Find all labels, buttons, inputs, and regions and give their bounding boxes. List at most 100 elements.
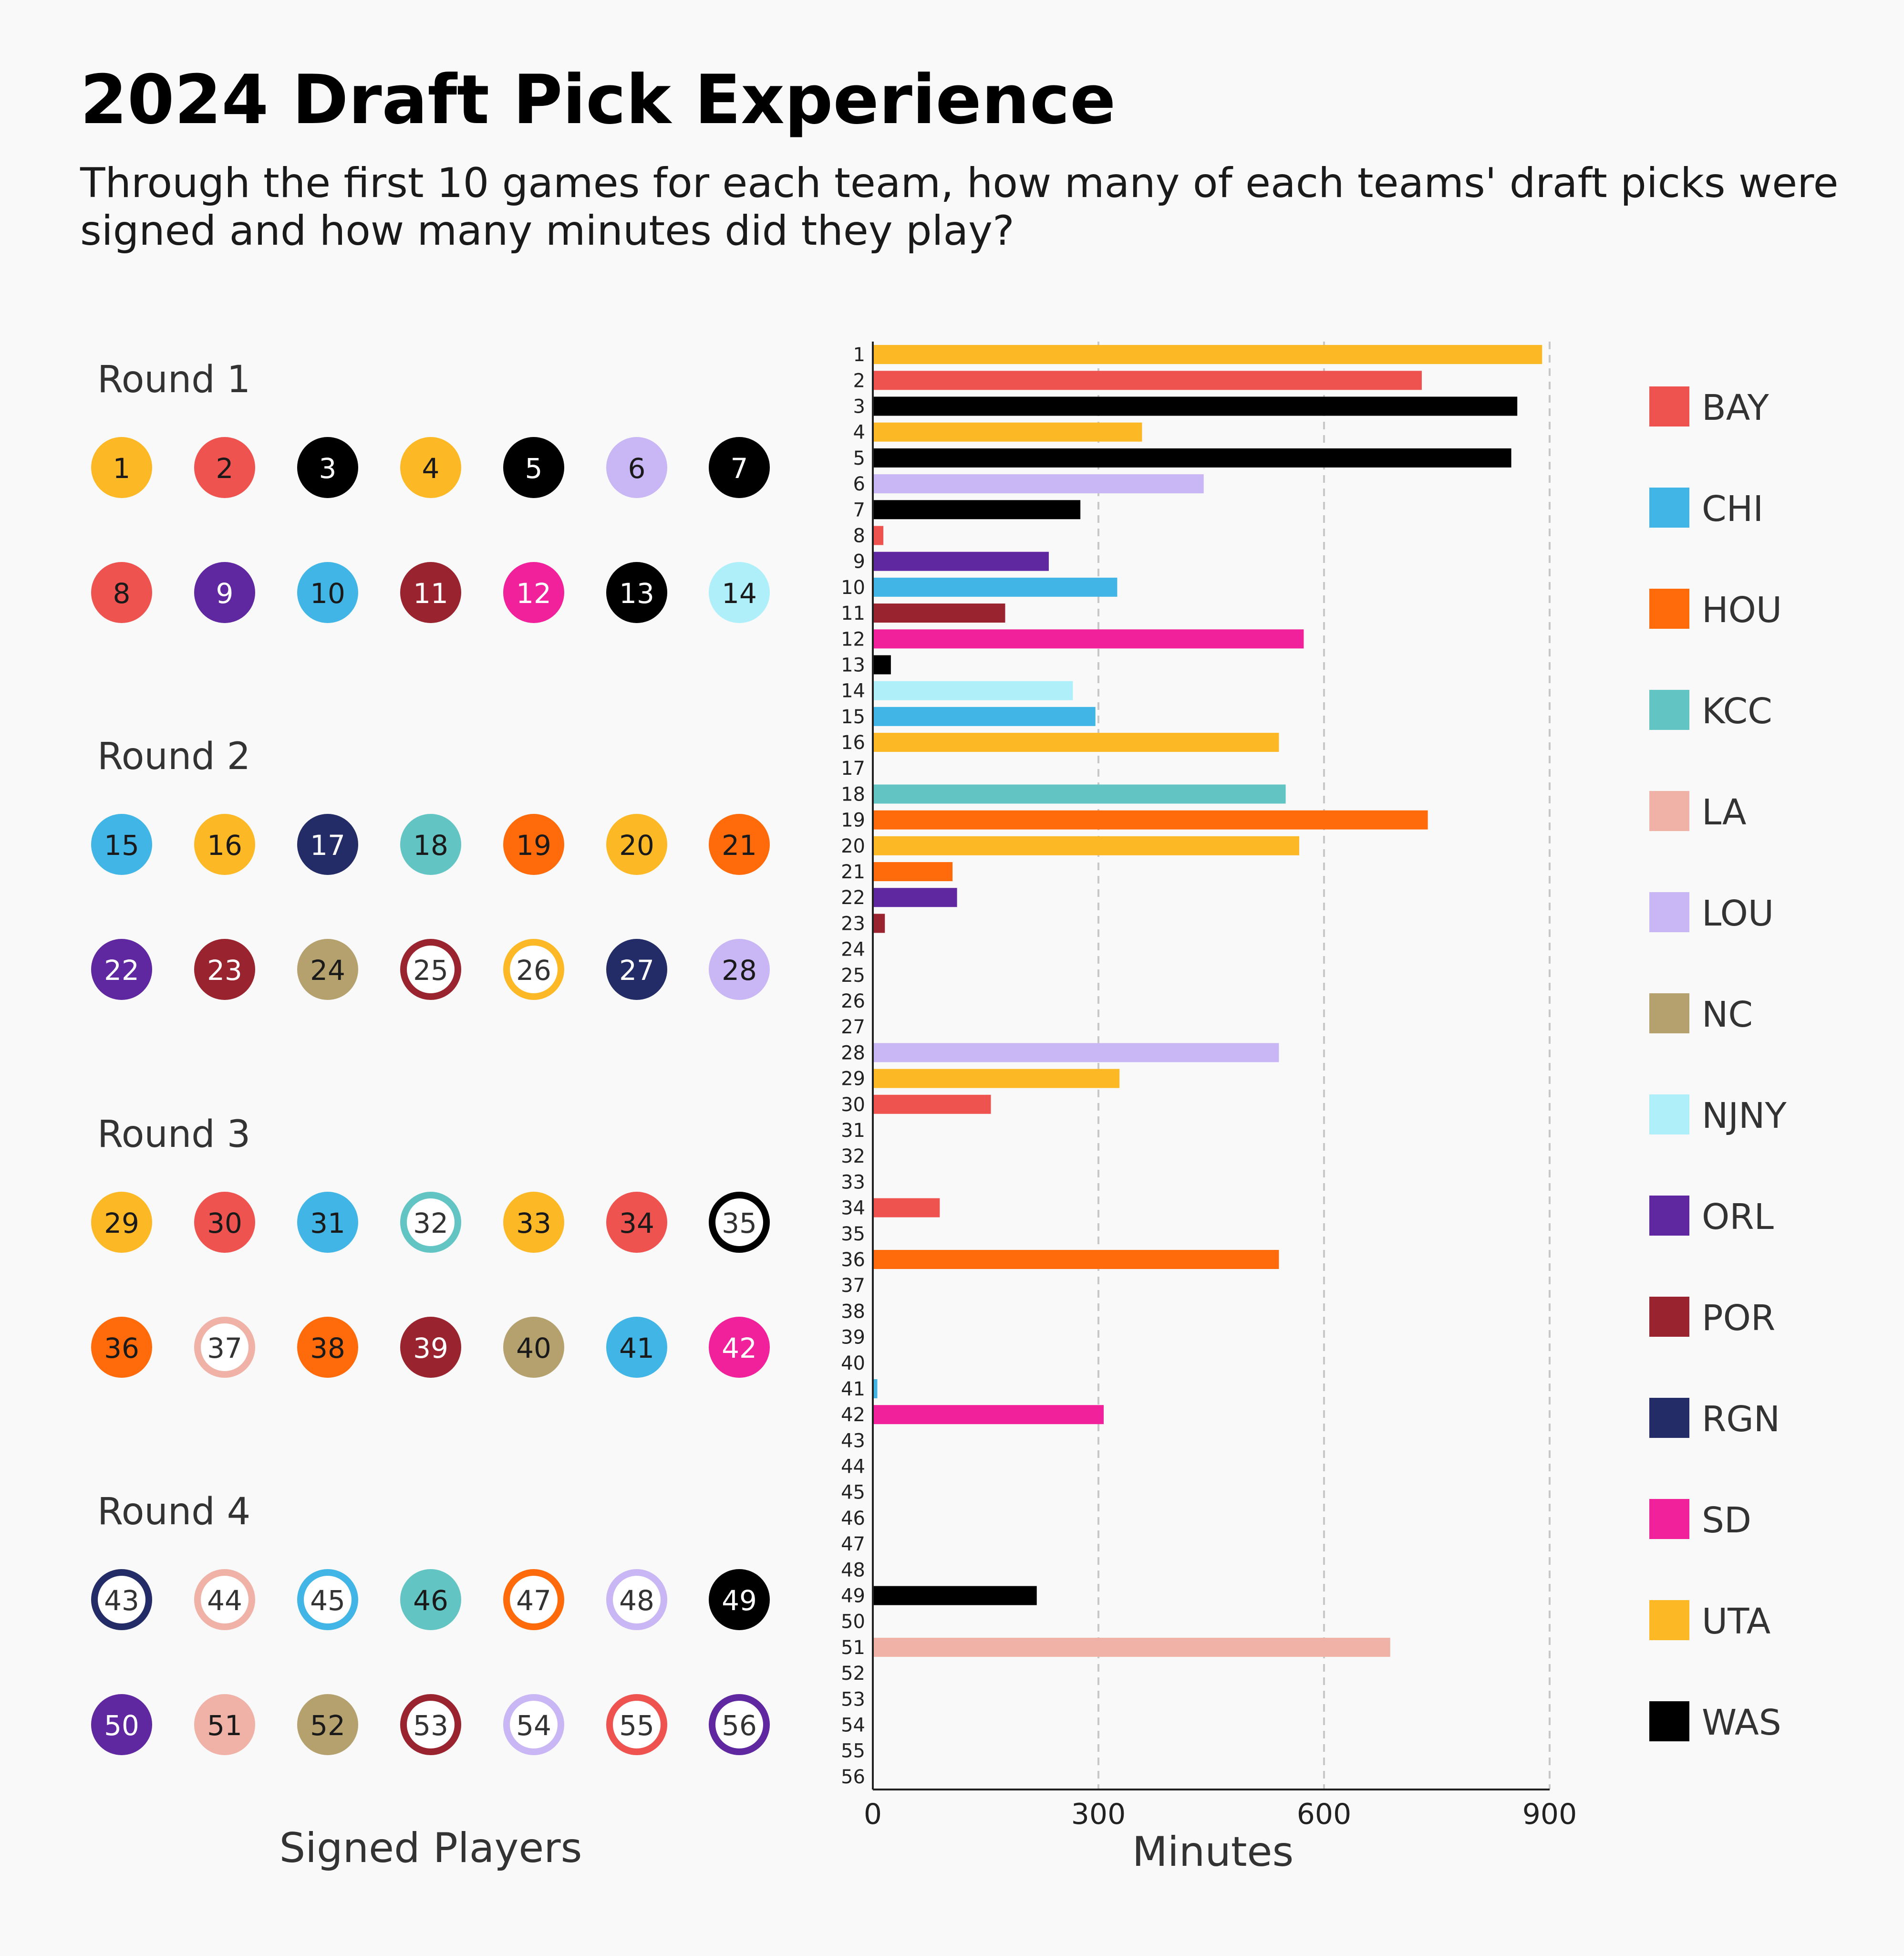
y-tick-label: 17 [841,758,865,780]
x-tick-label: 900 [1522,1798,1577,1831]
minutes-axis-label: Minutes [1132,1828,1294,1876]
pick-number: 41 [619,1332,654,1364]
pick-circle: 47 [503,1569,564,1630]
bar [873,1069,1120,1088]
legend-label: ORL [1702,1196,1774,1238]
y-tick-label: 39 [841,1327,865,1349]
pick-circle: 18 [400,814,461,875]
pick-number: 17 [310,829,345,862]
y-tick-label: 15 [841,706,865,728]
y-tick-label: 45 [841,1482,865,1504]
pick-number: 38 [310,1332,345,1364]
bar [873,1198,940,1217]
pick-circle: 55 [606,1694,667,1755]
legend-swatch [1649,1094,1689,1134]
pick-number: 11 [413,577,448,610]
pick-circle: 13 [606,562,667,623]
pick-number: 1 [113,452,131,485]
legend-swatch [1649,1701,1689,1741]
pick-number: 49 [722,1584,757,1617]
pick-circle: 2 [194,437,255,498]
pick-number: 48 [619,1584,654,1617]
chart-subtitle-line-2: signed and how many minutes did they pla… [80,207,1014,255]
pick-number: 25 [413,954,448,987]
legend-label: LA [1702,792,1747,833]
y-tick-label: 40 [841,1353,865,1374]
bar [873,836,1299,855]
round-label: Round 1 [97,358,250,401]
y-tick-label: 50 [841,1611,865,1633]
pick-number: 5 [525,452,543,485]
legend-item: BAY [1649,386,1769,428]
pick-circle: 7 [709,437,770,498]
bar [873,655,891,675]
y-tick-label: 10 [841,577,865,599]
legend-item: LOU [1649,892,1774,934]
pick-circle: 1 [91,437,152,498]
pick-number: 35 [722,1207,757,1239]
pick-number: 24 [310,954,345,987]
legend-item: WAS [1649,1701,1781,1743]
pick-circle: 25 [400,939,461,1000]
y-tick-label: 29 [841,1068,865,1090]
pick-circle: 28 [709,939,770,1000]
pick-circle: 51 [194,1694,255,1755]
bar [873,1043,1279,1062]
legend-swatch [1649,589,1689,629]
pick-number: 56 [722,1709,757,1742]
y-tick-label: 37 [841,1275,865,1297]
chart-title: 2024 Draft Pick Experience [80,61,1116,139]
pick-circle: 4 [400,437,461,498]
legend-swatch [1649,386,1689,427]
pick-circle: 39 [400,1317,461,1378]
pick-number: 15 [104,829,139,862]
pick-circle: 32 [400,1192,461,1253]
legend-label: SD [1702,1500,1751,1541]
pick-circle: 50 [91,1694,152,1755]
pick-circle: 6 [606,437,667,498]
y-tick-label: 16 [841,732,865,754]
pick-number: 43 [104,1584,139,1617]
y-tick-label: 5 [853,447,865,469]
legend-swatch [1649,690,1689,730]
bar [873,784,1286,804]
pick-number: 31 [310,1207,345,1239]
pick-number: 20 [619,829,654,862]
pick-number: 33 [516,1207,551,1239]
legend-item: UTA [1649,1600,1771,1642]
pick-circle: 20 [606,814,667,875]
pick-circle: 23 [194,939,255,1000]
y-tick-label: 33 [841,1171,865,1193]
pick-number: 27 [619,954,654,987]
pick-circle: 40 [503,1317,564,1378]
pick-circle: 41 [606,1317,667,1378]
bar [873,1094,991,1114]
pick-number: 19 [516,829,551,862]
legend-item: CHI [1649,488,1763,530]
pick-circle: 53 [400,1694,461,1755]
bar [873,422,1142,442]
pick-number: 22 [104,954,139,987]
pick-number: 14 [722,577,757,610]
y-tick-label: 32 [841,1145,865,1167]
pick-number: 21 [722,829,757,862]
legend-swatch [1649,1297,1689,1337]
legend-item: KCC [1649,690,1772,732]
legend-swatch [1649,1196,1689,1236]
bar [873,551,1049,571]
bar [873,371,1422,390]
pick-circle: 46 [400,1569,461,1630]
y-tick-label: 54 [841,1715,865,1737]
pick-circle: 19 [503,814,564,875]
legend-label: WAS [1702,1702,1781,1743]
bar [873,733,1279,752]
pick-number: 13 [619,577,654,610]
y-tick-label: 56 [841,1766,865,1788]
y-tick-label: 20 [841,835,865,857]
pick-circle: 21 [709,814,770,875]
y-tick-label: 22 [841,887,865,909]
legend-swatch [1649,791,1689,831]
legend-swatch [1649,1499,1689,1539]
bar [873,448,1511,468]
